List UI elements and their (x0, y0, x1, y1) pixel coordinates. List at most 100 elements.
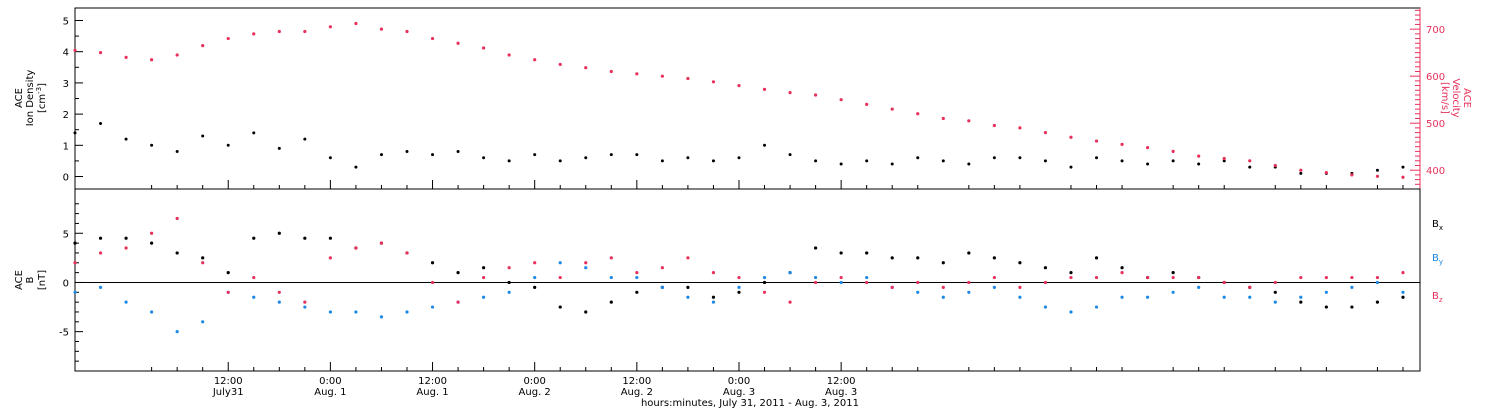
velocity-point (890, 107, 894, 111)
by-point (1018, 295, 1022, 299)
velocity-point (711, 80, 716, 84)
x-tick-day-label: Aug. 3 (825, 387, 857, 398)
velocity-point (1145, 146, 1150, 150)
by-point (916, 290, 920, 294)
top-left-tick-label: 3 (63, 79, 69, 90)
magnetic-field-series (73, 216, 1405, 334)
velocity-point (328, 25, 332, 29)
bx-point (1094, 256, 1099, 260)
top-left-ticks: 0 1 2 3 4 5 (63, 16, 83, 184)
velocity-point (456, 41, 460, 45)
bz-point (1324, 275, 1328, 280)
bx-point (967, 251, 971, 255)
by-point (967, 290, 971, 294)
by-point (1299, 295, 1303, 299)
top-left-tick-label: 2 (63, 110, 69, 121)
velocity-point (839, 98, 843, 102)
ion-density-point (1146, 162, 1150, 166)
ion-density-point (1120, 159, 1124, 163)
bz-point (992, 275, 996, 280)
velocity-point (1401, 175, 1405, 179)
bz-point (1145, 275, 1150, 280)
ion-density-point (1401, 165, 1405, 169)
bx-point (839, 251, 843, 255)
top-right-ticks: 400 500 600 700 (1410, 9, 1445, 185)
bz-point (405, 251, 409, 255)
bx-point (1273, 290, 1277, 294)
bz-point (1375, 275, 1380, 280)
velocity-point (1222, 156, 1226, 161)
by-point (1171, 290, 1175, 294)
bx-point (1043, 266, 1048, 270)
velocity-point (252, 32, 256, 36)
velocity-point (1043, 130, 1048, 135)
by-point (1350, 285, 1354, 289)
ion-density-point (277, 146, 281, 150)
by-point (507, 290, 511, 294)
ion-density-point (711, 159, 715, 163)
velocity-point (1094, 139, 1099, 143)
velocity-point (635, 72, 639, 76)
by-point (73, 290, 77, 294)
by-point (277, 300, 281, 304)
top-right-unit: [km/s] (1439, 82, 1450, 114)
bx-point (558, 305, 562, 309)
bz-point (609, 256, 613, 260)
ion-density-point (1222, 159, 1226, 163)
velocity-point (303, 29, 307, 34)
ion-density-point (124, 137, 128, 141)
velocity-point (1299, 168, 1303, 172)
by-point (992, 285, 996, 289)
ion-density-point (992, 156, 996, 160)
bz-point (814, 280, 818, 285)
bz-point (1069, 275, 1073, 280)
ion-density-point (916, 156, 920, 160)
bz-point (226, 290, 230, 294)
by-point (1401, 290, 1405, 294)
by-point (405, 310, 409, 314)
velocity-point (1171, 149, 1175, 153)
ion-density-point (431, 153, 435, 157)
bx-point (1401, 295, 1405, 299)
velocity-point (124, 55, 128, 59)
bz-point (788, 300, 792, 304)
by-point (124, 300, 128, 304)
bz-point (1273, 280, 1277, 285)
bz-point (252, 275, 256, 280)
ion-density-point (814, 159, 818, 163)
bz-point (635, 271, 639, 275)
bottom-left-tick-label: 5 (63, 229, 69, 240)
bz-point (1171, 275, 1175, 280)
bx-point (328, 236, 332, 240)
x-tick-day-label: Aug. 3 (723, 387, 755, 398)
bx-point (1299, 300, 1303, 304)
ion-density-series (73, 121, 1405, 175)
ion-density-point (763, 143, 767, 147)
velocity-point (507, 53, 511, 57)
velocity-point (379, 27, 384, 31)
velocity-point (609, 69, 613, 74)
bz-point (507, 266, 511, 270)
bx-point (430, 261, 435, 265)
bx-point (533, 285, 537, 289)
velocity-point (482, 46, 486, 50)
velocity-point (762, 87, 767, 91)
bx-point (711, 295, 716, 299)
legend-by-base: B (1432, 253, 1439, 264)
ion-density-point (1375, 168, 1379, 172)
x-tick-day-label: Aug. 1 (416, 387, 448, 398)
bz-point (762, 290, 767, 294)
bx-point (1324, 305, 1328, 309)
bx-point (124, 236, 128, 240)
top-right-tick-label: 500 (1426, 119, 1445, 130)
bx-point (252, 236, 256, 240)
bz-point (201, 261, 205, 265)
velocity-point (967, 119, 971, 123)
by-point (558, 261, 562, 265)
legend-bx-base: B (1432, 219, 1439, 230)
top-left-unit: [cm-3] (35, 83, 48, 113)
by-point (1273, 300, 1277, 304)
bz-point (737, 275, 741, 280)
bottom-panel: -5 0 5 ACE B [nT] Bx By Bz (14, 188, 1443, 372)
top-right-tick-label: 700 (1426, 25, 1445, 36)
